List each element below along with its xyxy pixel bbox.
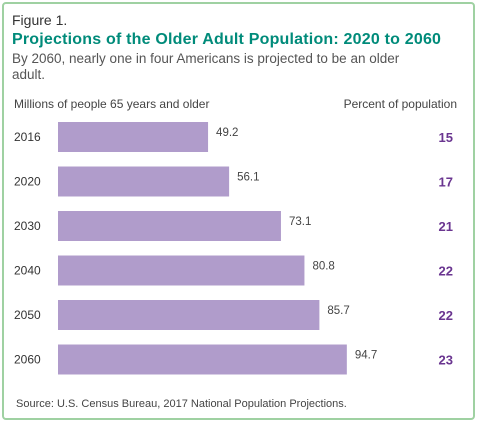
- category-label-2050: 2050: [14, 308, 41, 322]
- percent-label-2020: 17: [439, 175, 453, 190]
- bar-2030: [58, 211, 281, 241]
- value-label-2050: 85.7: [327, 305, 349, 317]
- bar-2016: [58, 122, 209, 152]
- bar-2050: [58, 300, 320, 330]
- category-label-2060: 2060: [14, 353, 41, 367]
- category-label-2020: 2020: [14, 175, 41, 189]
- value-label-2020: 56.1: [237, 172, 259, 184]
- source-note: Source: U.S. Census Bureau, 2017 Nationa…: [16, 398, 347, 410]
- value-label-2030: 73.1: [289, 216, 311, 228]
- percent-label-2060: 23: [439, 353, 453, 368]
- value-label-2016: 49.2: [216, 127, 238, 139]
- percent-column-header: Percent of population: [343, 97, 457, 111]
- value-label-2060: 94.7: [355, 350, 377, 362]
- category-label-2040: 2040: [14, 264, 41, 278]
- percent-label-2030: 21: [439, 219, 453, 234]
- category-label-2030: 2030: [14, 219, 41, 233]
- bar-2040: [58, 255, 305, 286]
- percent-label-2016: 15: [439, 130, 453, 145]
- category-label-2016: 2016: [14, 130, 41, 144]
- value-axis-header: Millions of people 65 years and older: [14, 97, 210, 111]
- value-label-2040: 80.8: [312, 261, 334, 273]
- percent-label-2040: 22: [439, 264, 453, 279]
- figure-label: Figure 1.: [12, 12, 68, 28]
- bar-2020: [58, 166, 230, 197]
- chart-subtitle: By 2060, nearly one in four Americans is…: [12, 51, 400, 82]
- chart-title: Projections of the Older Adult Populatio…: [12, 31, 442, 48]
- percent-label-2050: 22: [439, 308, 453, 323]
- bar-2060: [58, 344, 347, 375]
